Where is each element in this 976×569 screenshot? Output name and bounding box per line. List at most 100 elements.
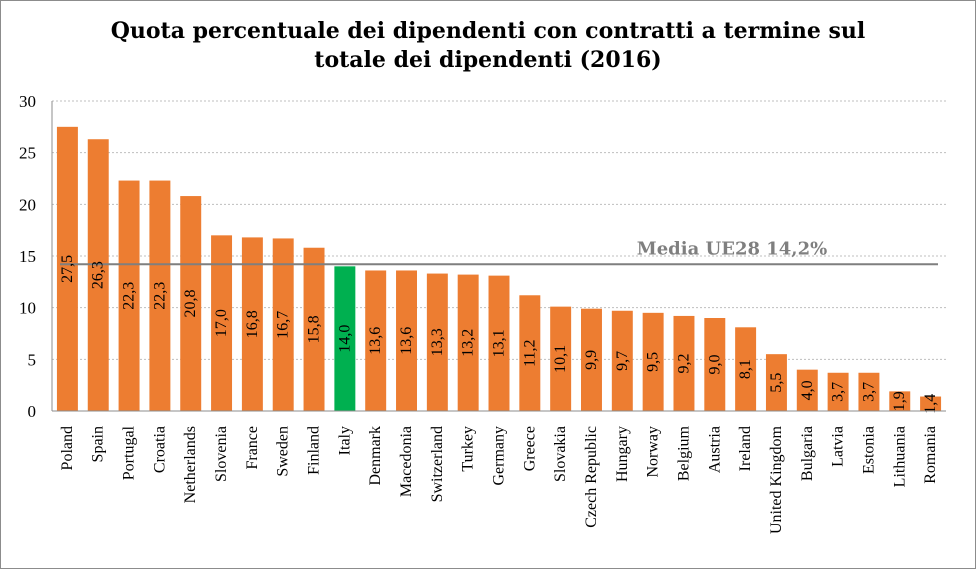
- y-tick-label: 10: [19, 299, 36, 318]
- chart-title-line-2: totale dei dipendenti (2016): [314, 47, 662, 73]
- bar-france: [241, 237, 263, 411]
- x-tick-label: Spain: [90, 426, 107, 462]
- x-tick-label: Poland: [59, 426, 76, 470]
- x-tick-label: Czech Republic: [583, 426, 600, 528]
- x-tick-label: Denmark: [367, 426, 384, 486]
- x-tick-label: United Kingdom: [768, 425, 785, 534]
- bar-latvia: [827, 372, 849, 411]
- bar-turkey: [457, 274, 479, 411]
- data-label: 3,7: [860, 382, 877, 402]
- x-tick-label: Germany: [491, 426, 508, 486]
- bar-bulgaria: [796, 369, 818, 411]
- data-label: 22,3: [121, 282, 138, 310]
- data-label: 4,0: [799, 380, 816, 400]
- data-label: 13,6: [398, 327, 415, 355]
- x-tick-label: Slovakia: [552, 426, 569, 482]
- x-tick-label: Belgium: [675, 425, 692, 481]
- data-label: 17,0: [213, 309, 230, 337]
- x-tick-label: Latvia: [830, 426, 847, 467]
- bar-macedonia: [396, 270, 417, 411]
- reference-line-label: Media UE28 14,2%: [637, 238, 827, 259]
- y-tick-label: 15: [19, 247, 36, 266]
- x-tick-label: Greece: [521, 426, 538, 471]
- bar-ireland: [735, 327, 757, 411]
- bar-italy: [334, 266, 356, 411]
- data-labels: 27,5 26,3 22,3 22,3 20,8 17,0 16,8 16,7 15,8 14,0…: [59, 255, 939, 414]
- data-label: 11,2: [521, 339, 538, 366]
- x-tick-label: Austria: [706, 426, 723, 473]
- y-tick-label: 25: [19, 144, 36, 163]
- bar-united-kingdom: [765, 354, 787, 411]
- data-label: 13,2: [460, 329, 477, 357]
- data-label: 8,1: [737, 359, 754, 379]
- data-label: 13,6: [367, 327, 384, 355]
- data-label: 27,5: [59, 255, 76, 283]
- reference-line-group: Media UE28 14,2%: [60, 238, 938, 266]
- y-tick-label: 0: [28, 402, 37, 421]
- x-tick-label: Switzerland: [429, 426, 446, 502]
- x-tick-label: Sweden: [275, 426, 292, 477]
- data-label: 16,8: [244, 310, 261, 338]
- bar-spain: [87, 139, 109, 411]
- bar-hungary: [611, 310, 633, 411]
- bar-croatia: [149, 180, 171, 411]
- x-tick-label: Netherlands: [182, 426, 199, 503]
- data-label: 13,3: [429, 328, 446, 356]
- data-label: 9,0: [706, 355, 723, 375]
- x-tick-label: Hungary: [614, 426, 631, 482]
- bar-austria: [704, 318, 726, 411]
- bar-germany: [488, 275, 510, 411]
- bar-sweden: [272, 238, 294, 411]
- x-axis: Poland Spain Portugal Croatia Netherlands Slo…: [52, 410, 946, 534]
- data-label: 14,0: [336, 325, 353, 353]
- x-tick-label: Italy: [336, 426, 353, 455]
- bar-norway: [642, 312, 664, 411]
- data-label: 9,9: [583, 350, 600, 370]
- bar-netherlands: [180, 196, 202, 411]
- x-tick-label: Bulgaria: [799, 426, 816, 481]
- bar-belgium: [673, 315, 695, 411]
- x-tick-label: Estonia: [860, 426, 877, 474]
- data-label: 13,1: [491, 329, 508, 357]
- bar-greece: [519, 295, 541, 411]
- data-label: 1,4: [922, 394, 939, 414]
- y-tick-label: 30: [19, 92, 36, 111]
- x-tick-label: Ireland: [737, 426, 754, 471]
- data-label: 9,7: [614, 351, 631, 371]
- chart-title-line-1: Quota percentuale dei dipendenti con con…: [110, 18, 866, 44]
- data-label: 16,7: [275, 311, 292, 339]
- data-label: 26,3: [90, 261, 107, 289]
- bar-romania: [920, 396, 942, 411]
- x-tick-label: Norway: [645, 426, 662, 478]
- x-tick-label: Portugal: [121, 425, 138, 480]
- data-label: 15,8: [306, 315, 323, 343]
- bar-denmark: [365, 270, 387, 411]
- x-tick-label: Romania: [922, 426, 939, 484]
- data-label: 1,9: [891, 391, 908, 411]
- bar-portugal: [118, 180, 140, 411]
- data-label: 9,5: [645, 352, 662, 372]
- bar-slovakia: [550, 306, 572, 411]
- bar-slovenia: [211, 235, 233, 411]
- y-tick-label: 20: [19, 195, 36, 214]
- x-tick-label: Finland: [306, 426, 323, 475]
- y-tick-label: 5: [28, 350, 37, 369]
- x-tick-label: Lithuania: [891, 426, 908, 487]
- data-label: 10,1: [552, 345, 569, 373]
- data-label: 22,3: [151, 282, 168, 310]
- x-tick-label: Croatia: [151, 426, 168, 473]
- x-tick-label: Macedonia: [398, 426, 415, 497]
- bar-switzerland: [426, 273, 448, 411]
- x-tick-label: Turkey: [460, 426, 477, 472]
- data-label: 5,5: [768, 373, 785, 393]
- bar-estonia: [858, 372, 880, 411]
- bars: [56, 126, 942, 411]
- x-tick-label: France: [244, 426, 261, 470]
- bar-lithuania: [889, 391, 911, 411]
- y-axis: 0 5 10 15 20 25 30: [19, 92, 53, 421]
- chart-title: Quota percentuale dei dipendenti con con…: [1, 17, 975, 75]
- data-label: 20,8: [182, 290, 199, 318]
- bar-czech-republic: [581, 308, 602, 411]
- data-label: 9,2: [675, 353, 692, 373]
